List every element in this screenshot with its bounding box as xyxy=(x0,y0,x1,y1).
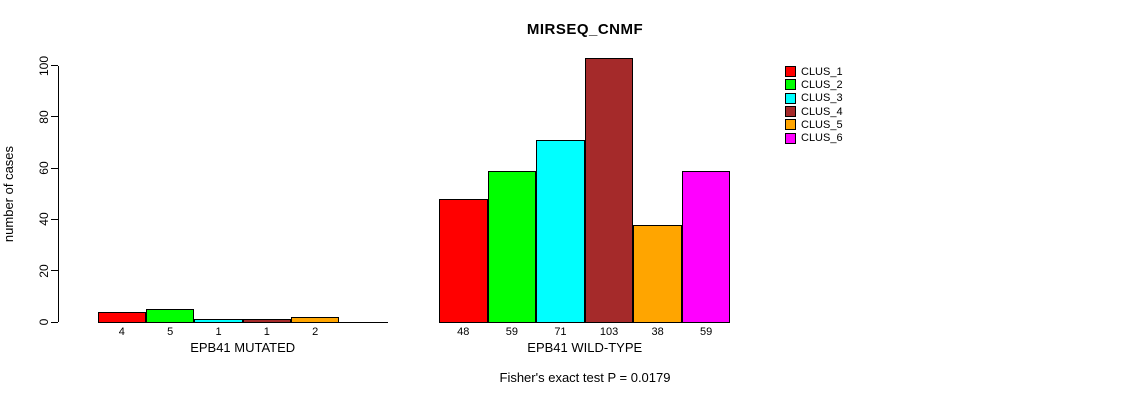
bar-value-label: 2 xyxy=(312,326,319,338)
legend-swatch-clus_6 xyxy=(785,132,796,144)
bar-value-label: 48 xyxy=(457,326,470,338)
y-axis-line xyxy=(58,65,59,322)
y-tick-label: 80 xyxy=(37,110,51,124)
bar-clus_5 xyxy=(291,316,340,323)
y-tick-label: 40 xyxy=(37,212,51,227)
bar-value-label: 103 xyxy=(599,326,619,338)
legend-swatch-clus_5 xyxy=(785,119,796,131)
bar-clus_3 xyxy=(194,319,243,323)
y-tick-mark xyxy=(51,116,58,118)
group-label: EPB41 WILD-TYPE xyxy=(527,340,643,355)
bar-clus_4 xyxy=(242,319,292,323)
legend-swatch-clus_2 xyxy=(785,79,796,91)
legend-label: CLUS_6 xyxy=(801,132,843,145)
legend-item-clus_4: CLUS_4 xyxy=(785,106,843,118)
legend-item-clus_1: CLUS_1 xyxy=(785,66,843,78)
bar-value-label: 4 xyxy=(118,326,125,338)
legend-label: CLUS_1 xyxy=(801,65,843,78)
fisher-test-annotation: Fisher's exact test P = 0.0179 xyxy=(499,370,671,385)
legend-label: CLUS_2 xyxy=(801,78,843,91)
bar-value-label: 38 xyxy=(651,326,664,338)
bar-value-label: 1 xyxy=(263,326,270,338)
bar-clus_2 xyxy=(146,309,195,323)
bar-clus_1 xyxy=(97,311,147,323)
y-tick-mark xyxy=(51,321,58,323)
bar-clus_5 xyxy=(633,224,682,323)
legend-swatch-clus_4 xyxy=(785,106,796,118)
legend-item-clus_2: CLUS_2 xyxy=(785,79,843,91)
chart-title: MIRSEQ_CNMF xyxy=(526,21,644,38)
bar-clus_3 xyxy=(536,140,585,323)
legend-item-clus_3: CLUS_3 xyxy=(785,92,843,104)
y-tick-label: 60 xyxy=(37,161,51,175)
y-tick-mark xyxy=(51,270,58,272)
legend-label: CLUS_3 xyxy=(801,92,843,105)
bar-value-label: 59 xyxy=(700,326,713,338)
bar-clus_2 xyxy=(487,170,537,323)
legend-swatch-clus_1 xyxy=(785,66,796,77)
legend-item-clus_6: CLUS_6 xyxy=(785,132,843,144)
bar-clus_1 xyxy=(439,198,488,323)
bar-value-label: 1 xyxy=(215,326,222,338)
legend-swatch-clus_3 xyxy=(785,92,796,104)
y-tick-mark xyxy=(51,167,58,169)
bar-clus_4 xyxy=(584,58,634,323)
group-label: EPB41 MUTATED xyxy=(190,340,296,355)
legend-item-clus_5: CLUS_5 xyxy=(785,119,843,131)
legend-label: CLUS_4 xyxy=(801,105,843,118)
y-tick-label: 100 xyxy=(37,55,51,76)
y-tick-mark xyxy=(51,65,58,67)
y-axis-title: number of cases xyxy=(1,145,16,243)
bar-value-label: 5 xyxy=(167,326,174,338)
bar-value-label: 71 xyxy=(554,326,567,338)
legend-label: CLUS_5 xyxy=(801,118,843,131)
y-tick-label: 0 xyxy=(37,318,51,326)
bar-clus_6 xyxy=(681,170,731,323)
y-tick-mark xyxy=(51,218,58,220)
bar-value-label: 59 xyxy=(505,326,518,338)
y-tick-label: 20 xyxy=(37,264,51,278)
